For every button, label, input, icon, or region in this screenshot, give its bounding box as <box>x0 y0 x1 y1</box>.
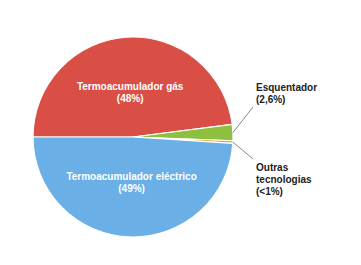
svg-text:Outrastecnologias(<1%): Outrastecnologias(<1%) <box>256 162 312 197</box>
svg-text:Termoacumulador gás(48%): Termoacumulador gás(48%) <box>77 81 184 104</box>
svg-text:Esquentador(2,6%): Esquentador(2,6%) <box>256 82 317 105</box>
svg-text:Termoacumulador eléctrico(49%): Termoacumulador eléctrico(49%) <box>66 170 196 193</box>
